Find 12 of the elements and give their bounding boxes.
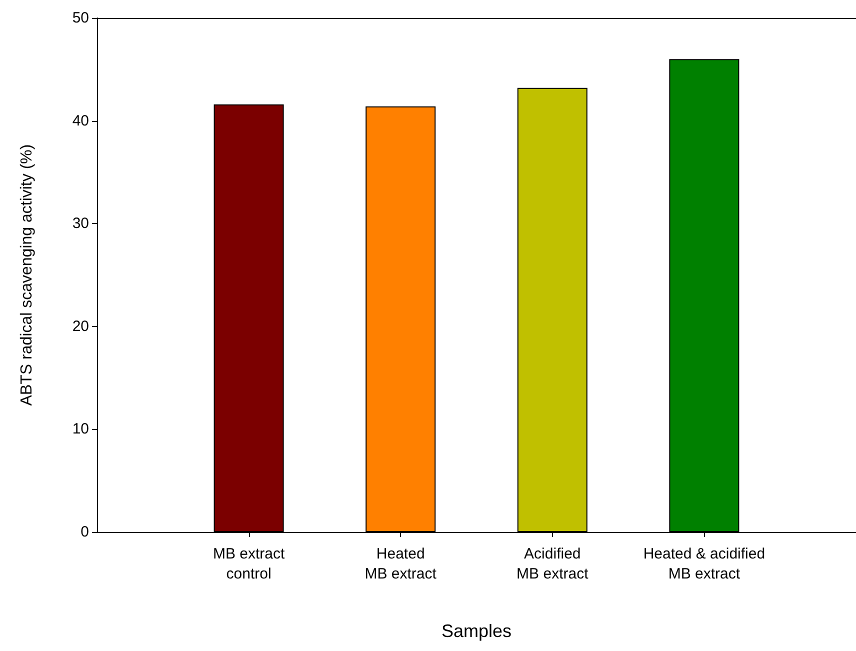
- y-tick-label: 20: [72, 318, 89, 335]
- y-axis-title: ABTS radical scavenging activity (%): [18, 144, 36, 406]
- x-tick-label: MB extract control: [212, 546, 286, 582]
- y-tick-label: 0: [80, 524, 89, 540]
- x-tick-label: Heated & acidified MB extract: [643, 546, 766, 582]
- y-tick-label: 50: [72, 10, 89, 26]
- y-tick-label: 40: [72, 112, 89, 130]
- x-axis-title: Samples: [441, 621, 512, 641]
- y-tick-label: 10: [72, 420, 89, 438]
- x-tick-label: Heated MB extract: [364, 546, 438, 582]
- x-tick-label: Acidified MB extract: [516, 546, 590, 582]
- y-tick-label: 30: [72, 215, 89, 232]
